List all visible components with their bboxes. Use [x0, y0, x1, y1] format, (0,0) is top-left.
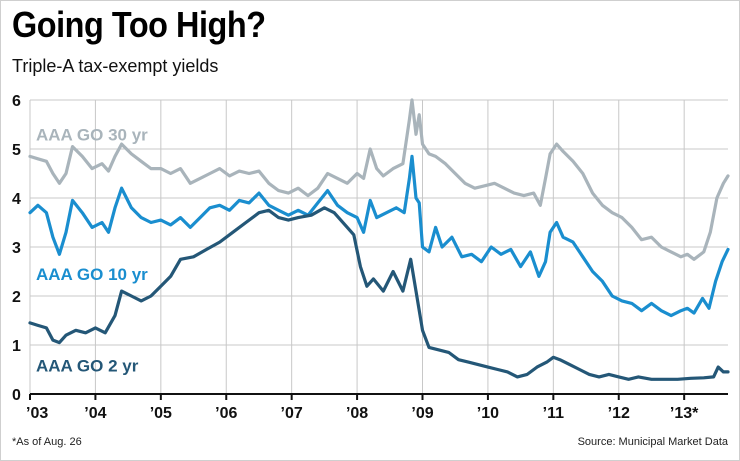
x-tick-label-2011: ’11 — [543, 405, 564, 422]
y-tick-label-6: 6 — [12, 93, 21, 110]
series-line-aaa-go-30-yr — [28, 98, 730, 261]
x-tick-label-2004: ’04 — [84, 405, 106, 422]
x-tick-label-2013: ’13* — [670, 405, 699, 422]
x-tick-label-2009: ’09 — [411, 405, 433, 422]
y-tick-label-4: 4 — [12, 191, 21, 208]
x-tick-label-2005: ’05 — [150, 405, 172, 422]
series-line-aaa-go-2-yr — [28, 206, 730, 381]
x-tick-label-2012: ’12 — [608, 405, 630, 422]
x-tick-label-2010: ’10 — [477, 405, 499, 422]
y-tick-label-3: 3 — [12, 240, 21, 257]
footnote: *As of Aug. 26 — [12, 436, 82, 448]
x-tick-label-2003: ’03 — [26, 405, 48, 422]
chart-subtitle: Triple-A tax-exempt yields — [12, 56, 219, 76]
series-label-aaa-go-2-yr: AAA GO 2 yr — [36, 357, 139, 376]
y-tick-label-0: 0 — [12, 387, 21, 404]
series-label-aaa-go-30-yr: AAA GO 30 yr — [36, 125, 148, 144]
chart-title: Going Too High? — [12, 4, 266, 45]
y-tick-label-1: 1 — [12, 338, 21, 355]
series-label-aaa-go-10-yr: AAA GO 10 yr — [36, 265, 148, 284]
series-line-aaa-go-10-yr — [28, 154, 730, 318]
source-note: Source: Municipal Market Data — [577, 436, 728, 448]
y-tick-label-5: 5 — [12, 142, 21, 159]
x-tick-label-2006: ’06 — [215, 405, 237, 422]
x-tick-label-2008: ’08 — [346, 405, 368, 422]
x-tick-label-2007: ’07 — [281, 405, 303, 422]
y-tick-label-2: 2 — [12, 289, 21, 306]
